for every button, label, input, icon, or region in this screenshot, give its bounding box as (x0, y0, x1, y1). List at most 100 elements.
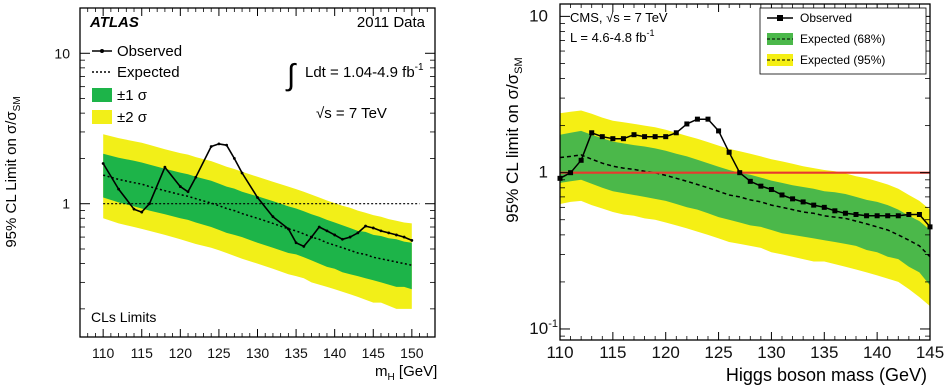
cms-lumi-label: L = 4.6-4.8 fb-1 (570, 28, 655, 45)
observed-point (568, 170, 574, 176)
observed-point (779, 192, 785, 198)
observed-point (620, 136, 626, 142)
observed-point (402, 235, 406, 239)
atlas-data-label: 2011 Data (357, 14, 426, 31)
legend-two-sigma-swatch (92, 110, 112, 124)
x-tick-label: 120 (169, 345, 193, 361)
observed-point (271, 215, 275, 219)
observed-point (864, 213, 870, 219)
observed-point (148, 202, 151, 206)
atlas-x-axis-label: mH [GeV] (375, 363, 437, 383)
observed-point (705, 116, 711, 122)
x-tick-label: 110 (92, 345, 115, 361)
cms-expected-line (559, 154, 931, 258)
observed-point (410, 239, 414, 242)
observed-point (333, 233, 337, 237)
observed-point (874, 213, 880, 219)
observed-point (726, 149, 732, 155)
cms-plot-frame (559, 3, 931, 341)
atlas-lumi-label: Ldt = 1.04-4.9 fb-1 (305, 62, 424, 81)
atlas-method-label: CLs Limits (91, 309, 156, 325)
atlas-lumi-integral-sign: ∫ (285, 59, 297, 92)
observed-point (217, 142, 221, 146)
observed-point (387, 231, 391, 235)
observed-point (758, 183, 764, 189)
observed-point (842, 210, 848, 216)
x-tick-label: 145 (362, 345, 386, 361)
observed-point (631, 132, 637, 138)
legend-observed-marker (100, 49, 104, 53)
x-tick-label: 110 (546, 343, 573, 362)
observed-point (240, 171, 244, 175)
cms-legend-observed-marker (777, 15, 783, 21)
observed-point (294, 241, 298, 245)
observed-point (209, 145, 213, 148)
observed-point (140, 210, 144, 214)
y-tick-label: 1 (539, 163, 548, 182)
observed-point (684, 121, 690, 127)
x-tick-label: 115 (131, 345, 154, 361)
x-tick-label: 145 (916, 343, 944, 362)
expected-median-path (559, 154, 931, 258)
observed-point (906, 211, 912, 217)
cms-y-axis-label: 95% CL limit on σ/σSM (503, 57, 525, 222)
observed-point (101, 162, 105, 165)
x-tick-label: 140 (863, 343, 891, 362)
legend-expected-label: Expected (117, 64, 180, 81)
cms-x-axis-label: Higgs boson mass (GeV) (726, 365, 927, 385)
observed-point (610, 136, 616, 142)
observed-point (178, 185, 182, 188)
cms-legend-68-label: Expected (68%) (800, 32, 885, 46)
observed-point (317, 225, 321, 229)
x-tick-label: 115 (599, 343, 626, 362)
observed-point (325, 229, 329, 233)
x-tick-label: 125 (704, 343, 732, 362)
x-tick-label: 130 (246, 345, 270, 361)
legend-one-sigma-label: ±1 σ (117, 87, 148, 104)
observed-point (348, 235, 352, 239)
cms-legend-95-label: Expected (95%) (800, 53, 885, 67)
observed-point (225, 143, 229, 147)
observed-point (356, 231, 360, 235)
observed-point (821, 204, 827, 210)
observed-point (916, 211, 922, 217)
observed-point (832, 208, 838, 214)
observed-point (747, 178, 753, 184)
observed-point (811, 202, 817, 208)
observed-point (256, 196, 259, 199)
cms-expected-68-band (560, 130, 930, 286)
observed-point (364, 224, 367, 228)
observed-point (694, 116, 700, 122)
observed-point (578, 157, 584, 163)
observed-point (768, 187, 774, 193)
observed-point (885, 213, 891, 219)
x-tick-label: 120 (652, 343, 680, 362)
legend-two-sigma-label: ±2 σ (117, 109, 148, 126)
x-tick-label: 140 (323, 345, 347, 361)
observed-point (663, 134, 669, 140)
x-tick-label: 125 (207, 345, 231, 361)
observed-point (371, 226, 375, 230)
expected-median-path (102, 174, 412, 266)
cms-band1-area (560, 130, 930, 286)
observed-point (673, 130, 679, 136)
observed-point (302, 245, 306, 248)
y-tick-label: 10-1 (529, 318, 558, 338)
observed-point (132, 207, 136, 211)
atlas-energy-label: √s = 7 TeV (316, 105, 387, 122)
observed-point (379, 229, 383, 233)
observed-point (790, 196, 796, 202)
observed-point (895, 213, 901, 219)
observed-point (286, 227, 290, 231)
observed-point (642, 134, 648, 140)
observed-point (652, 134, 658, 140)
atlas-observed-line (101, 142, 414, 248)
atlas-plot-frame (79, 7, 436, 338)
observed-point (117, 187, 120, 191)
observed-point (395, 233, 398, 237)
y-tick-label: 1 (62, 196, 70, 212)
